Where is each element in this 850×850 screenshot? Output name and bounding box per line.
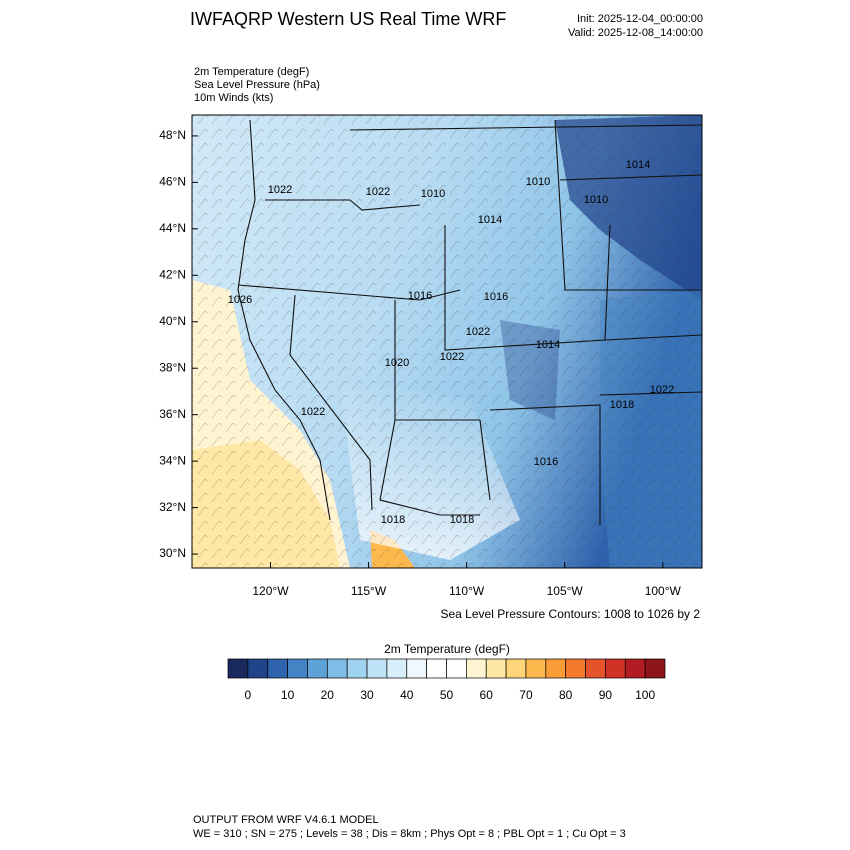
- footer-line: OUTPUT FROM WRF V4.6.1 MODEL: [193, 814, 379, 826]
- colorbar-bin: [505, 658, 527, 679]
- contour-label: 1018: [450, 514, 474, 526]
- contour-label: 1016: [534, 456, 558, 468]
- contour-label: 1018: [381, 514, 405, 526]
- colorbar-bin: [326, 658, 348, 679]
- colorbar-tick-label: 10: [281, 688, 295, 702]
- lat-tick-label: 44°N: [159, 221, 186, 235]
- contour-label: 1010: [421, 188, 445, 200]
- colorbar-bin: [605, 658, 626, 679]
- lat-tick-label: 46°N: [159, 175, 186, 189]
- map-field: [192, 115, 702, 568]
- colorbar-bin: [426, 658, 447, 679]
- colorbar-tick-label: 40: [400, 688, 414, 702]
- lat-tick-label: 38°N: [159, 360, 186, 374]
- colorbar-tick-label: 20: [321, 688, 335, 702]
- field-label: 2m Temperature (degF): [194, 66, 309, 78]
- colorbar-bin: [545, 658, 567, 679]
- colorbar-tick-label: 50: [440, 688, 454, 702]
- field-label: 10m Winds (kts): [194, 92, 273, 104]
- lon-tick-label: 115°W: [351, 584, 387, 598]
- colorbar-tick-label: 80: [559, 688, 573, 702]
- colorbar-tick-label: 0: [245, 688, 252, 702]
- lat-tick-label: 42°N: [159, 267, 186, 281]
- colorbar-bin: [466, 658, 487, 679]
- colorbar-tick-label: 90: [599, 688, 613, 702]
- contour-label: 1022: [466, 326, 490, 338]
- colorbar-bin: [406, 658, 427, 679]
- lon-tick-label: 110°W: [449, 584, 485, 598]
- contour-label: 1026: [228, 294, 252, 306]
- contour-label: 1022: [366, 186, 390, 198]
- colorbar-bin: [624, 658, 646, 679]
- contour-label: 1018: [610, 399, 634, 411]
- colorbar-bin: [227, 658, 249, 679]
- colorbar-bin: [346, 658, 368, 679]
- field-label: Sea Level Pressure (hPa): [194, 79, 320, 91]
- contour-label: 1010: [526, 176, 550, 188]
- contour-label: 1014: [478, 214, 502, 226]
- colorbar-bin: [247, 658, 269, 679]
- colorbar-bin: [267, 658, 288, 679]
- contour-label: 1016: [408, 290, 432, 302]
- colorbar-tick-label: 30: [360, 688, 374, 702]
- colorbar-bin: [585, 658, 606, 679]
- contour-label: 1014: [536, 339, 560, 351]
- colorbar-bin: [287, 658, 308, 679]
- footer-line: WE = 310 ; SN = 275 ; Levels = 38 ; Dis …: [193, 828, 626, 840]
- colorbar-tick-label: 100: [635, 688, 655, 702]
- contour-label: 1022: [268, 184, 292, 196]
- colorbar-bin: [366, 658, 388, 679]
- colorbar-bin: [386, 658, 408, 679]
- colorbar-bin: [525, 658, 547, 679]
- lon-tick-label: 105°W: [547, 584, 584, 598]
- lat-tick-label: 30°N: [159, 546, 186, 560]
- contour-label: 1022: [440, 351, 464, 363]
- lon-tick-label: 100°W: [645, 584, 682, 598]
- contour-label: 1016: [484, 291, 508, 303]
- colorbar-bin: [644, 658, 666, 679]
- valid-time: Valid: 2025-12-08_14:00:00: [568, 27, 703, 39]
- contour-label: 1014: [626, 159, 650, 171]
- colorbar-bin: [307, 658, 328, 679]
- colorbar-tick-label: 70: [519, 688, 533, 702]
- colorbar-title: 2m Temperature (degF): [384, 642, 510, 656]
- contour-note: Sea Level Pressure Contours: 1008 to 102…: [441, 607, 701, 621]
- colorbar-bin: [446, 658, 467, 679]
- map-frame: [191, 114, 703, 569]
- colorbar-bin: [485, 658, 507, 679]
- lon-tick-label: 120°W: [252, 584, 289, 598]
- lat-tick-label: 48°N: [159, 128, 186, 142]
- contour-label: 1010: [584, 194, 608, 206]
- lat-tick-label: 34°N: [159, 453, 186, 467]
- title: IWFAQRP Western US Real Time WRF: [190, 9, 506, 29]
- init-time: Init: 2025-12-04_00:00:00: [577, 13, 703, 25]
- colorbar-bin: [565, 658, 586, 679]
- colorbar-tick-label: 60: [480, 688, 494, 702]
- lat-tick-label: 40°N: [159, 314, 186, 328]
- contour-label: 1020: [385, 357, 409, 369]
- contour-label: 1022: [650, 384, 674, 396]
- lat-tick-label: 36°N: [159, 407, 186, 421]
- lat-tick-label: 32°N: [159, 500, 186, 514]
- contour-label: 1022: [301, 406, 325, 418]
